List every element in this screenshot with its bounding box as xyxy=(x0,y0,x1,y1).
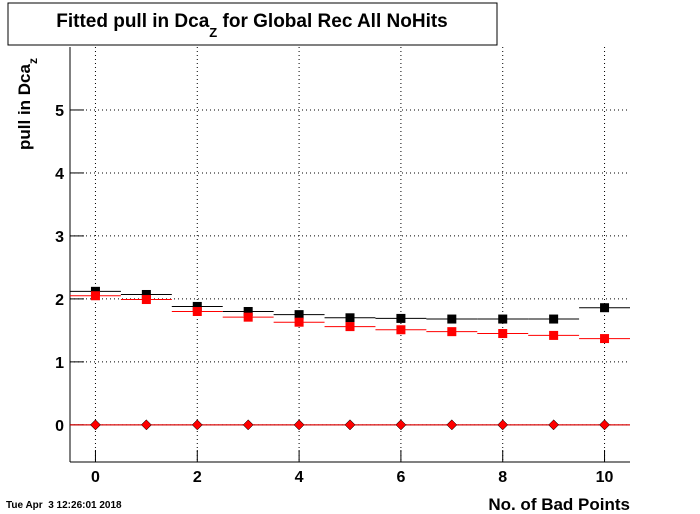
data-point xyxy=(222,419,274,431)
data-point xyxy=(375,313,427,323)
x-tick-label: 10 xyxy=(596,469,614,486)
marker xyxy=(447,314,457,324)
title-sub: Z xyxy=(209,25,217,40)
marker xyxy=(192,306,202,316)
marker xyxy=(446,419,458,431)
marker xyxy=(90,291,100,301)
data-point xyxy=(120,289,172,299)
title-main: Fitted pull in Dca xyxy=(56,11,209,32)
data-point xyxy=(477,329,529,339)
marker xyxy=(141,419,152,431)
x-tick-label: 0 xyxy=(91,469,100,486)
marker xyxy=(294,310,304,320)
marker xyxy=(497,419,509,431)
data-point xyxy=(273,419,325,431)
marker xyxy=(344,419,356,431)
data-point xyxy=(528,330,580,340)
data-point xyxy=(528,314,580,324)
marker xyxy=(600,334,610,344)
data-point xyxy=(528,419,580,431)
marker xyxy=(396,313,406,323)
marker xyxy=(243,312,253,322)
marker xyxy=(395,419,407,431)
data-point xyxy=(222,312,274,322)
data-point xyxy=(579,303,630,313)
timestamp: Tue Apr 3 12:26:01 2018 xyxy=(6,500,122,511)
data-point xyxy=(120,419,172,431)
y-tick-label: 5 xyxy=(55,103,64,120)
data-point xyxy=(273,310,325,320)
y-label-sub: z xyxy=(26,58,40,64)
plot-area: 0 2 4 6 8 10 0 1 2 3 4 5 xyxy=(55,47,630,486)
x-axis-label: No. of Bad Points xyxy=(488,495,630,514)
marker xyxy=(294,317,304,327)
y-tick-label: 3 xyxy=(55,229,64,246)
marker xyxy=(549,330,559,340)
marker xyxy=(345,313,355,323)
data-point xyxy=(579,419,630,431)
x-tick-label: 4 xyxy=(295,469,304,486)
marker xyxy=(345,322,355,332)
marker xyxy=(192,301,202,311)
marker xyxy=(243,306,253,316)
x-tick-label: 8 xyxy=(498,469,507,486)
marker xyxy=(90,419,101,431)
data-point xyxy=(426,419,478,431)
data-point xyxy=(70,419,121,431)
marker xyxy=(396,325,406,335)
marker xyxy=(447,327,457,337)
marker xyxy=(498,314,508,324)
data-point xyxy=(426,327,478,337)
marker xyxy=(242,419,254,431)
chart-title: Fitted pull in DcaZ for Global Rec All N… xyxy=(56,11,448,40)
marker xyxy=(599,419,610,431)
plot-frame xyxy=(70,47,630,462)
data-point xyxy=(171,419,223,431)
marker xyxy=(548,419,559,431)
marker xyxy=(600,303,610,313)
data-point xyxy=(324,313,376,323)
data-point xyxy=(324,322,376,332)
y-tick-label: 0 xyxy=(55,418,64,435)
data-point xyxy=(375,419,427,431)
data-point xyxy=(426,314,478,324)
data-point xyxy=(171,301,223,311)
y-tick-label: 2 xyxy=(55,292,64,309)
data-point xyxy=(477,314,529,324)
data-point xyxy=(477,419,529,431)
y-axis-label: pull in Dcaz xyxy=(15,58,40,150)
marker xyxy=(498,329,508,339)
y-label-main: pull in Dca xyxy=(15,64,34,151)
marker xyxy=(141,295,151,305)
data-point xyxy=(70,291,121,301)
marker xyxy=(549,314,559,324)
data-point xyxy=(171,306,223,316)
data-point xyxy=(324,419,376,431)
y-tick-label: 4 xyxy=(55,166,64,183)
marker xyxy=(293,419,305,431)
data-point xyxy=(222,306,274,316)
y-tick-label: 1 xyxy=(55,355,64,372)
data-point xyxy=(273,317,325,327)
data-point xyxy=(120,295,172,305)
x-tick-label: 6 xyxy=(396,469,405,486)
marker xyxy=(141,289,151,299)
x-tick-label: 2 xyxy=(193,469,202,486)
title-rest: for Global Rec All NoHits xyxy=(217,11,448,32)
title-box xyxy=(7,2,498,46)
data-point xyxy=(375,325,427,335)
marker xyxy=(191,419,203,431)
data-point xyxy=(579,334,630,344)
